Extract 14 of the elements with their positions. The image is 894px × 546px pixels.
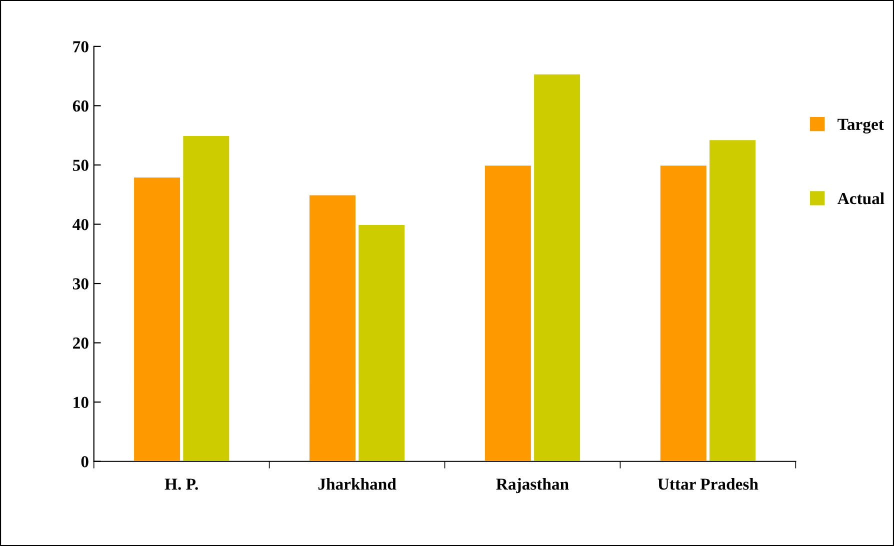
legend-label: Actual xyxy=(837,192,884,204)
y-tick-label: 10 xyxy=(74,396,88,408)
y-tick-label: 40 xyxy=(72,218,88,230)
y-tick-label: 50 xyxy=(73,160,88,171)
y-tick-label: 20 xyxy=(73,338,88,349)
x-tick-label: Uttar Pradesh xyxy=(658,478,758,490)
y-tick-label: 0 xyxy=(81,456,88,468)
y-tick-label: 70 xyxy=(73,41,88,52)
x-tick-label: Jharkhand xyxy=(318,478,396,490)
y-tick-label: 60 xyxy=(72,100,88,112)
x-tick-label: Rajasthan xyxy=(496,478,569,494)
x-tick-label: H. P. xyxy=(164,478,198,490)
y-tick-label: 30 xyxy=(72,278,88,290)
legend-label: Target xyxy=(838,118,884,134)
